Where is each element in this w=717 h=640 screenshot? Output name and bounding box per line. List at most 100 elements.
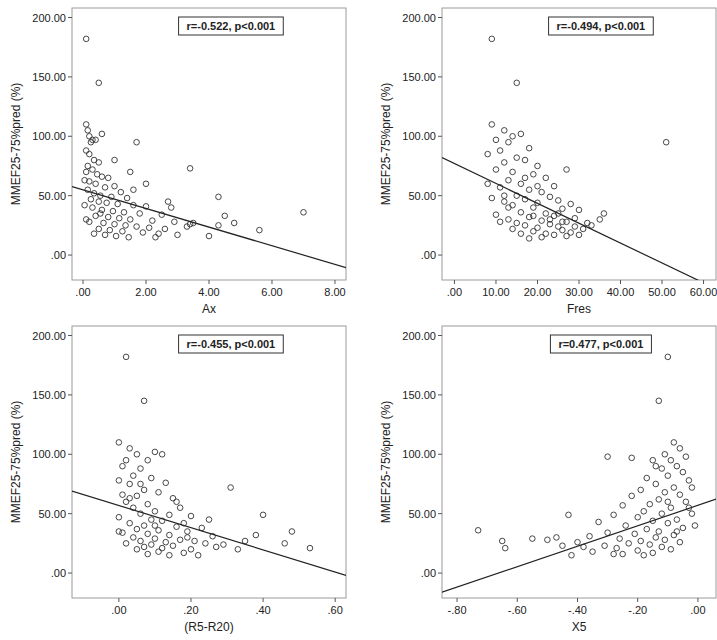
point	[231, 220, 237, 226]
point	[597, 217, 603, 223]
y-tick-label: 150.00	[402, 389, 436, 401]
y-tick-label: 150.00	[402, 71, 436, 83]
point	[644, 526, 650, 532]
point	[282, 541, 288, 547]
y-tick	[68, 454, 72, 455]
point	[506, 177, 512, 183]
point	[514, 80, 520, 86]
y-tick	[68, 513, 72, 514]
point	[589, 223, 595, 229]
point	[689, 511, 695, 517]
point	[83, 122, 89, 128]
point	[531, 205, 537, 211]
point	[489, 122, 495, 128]
point	[641, 552, 647, 558]
point	[539, 189, 545, 195]
point	[127, 495, 133, 501]
y-tick	[68, 573, 72, 574]
y-tick	[68, 17, 72, 18]
point	[668, 547, 674, 553]
x-axis-label: Fres	[567, 302, 591, 316]
point	[501, 160, 507, 166]
point	[116, 529, 122, 535]
point	[674, 463, 680, 469]
x-tick	[620, 280, 621, 284]
x-tick	[662, 280, 663, 284]
x-tick-label: -.20	[628, 604, 647, 616]
point	[629, 493, 635, 499]
y-tick-label: .00	[51, 249, 66, 261]
point	[163, 480, 169, 486]
point	[120, 492, 126, 498]
point	[152, 536, 158, 542]
point	[596, 519, 602, 525]
x-tick	[83, 280, 84, 284]
point	[112, 183, 118, 189]
point	[121, 209, 127, 215]
fit-line	[442, 158, 716, 280]
y-axis-label: MMEF25-75%pred (%)	[9, 83, 23, 206]
point	[543, 211, 549, 217]
point	[510, 133, 516, 139]
point	[126, 234, 132, 240]
y-tick	[68, 136, 72, 137]
point	[87, 133, 93, 139]
point	[123, 354, 129, 360]
annotation-box	[179, 17, 284, 35]
point	[551, 183, 557, 189]
y-tick	[438, 255, 442, 256]
point	[130, 473, 136, 479]
plot-frame	[72, 8, 346, 280]
point	[656, 398, 662, 404]
x-tick-label: 40.00	[607, 286, 635, 298]
point	[123, 223, 129, 229]
point	[590, 549, 596, 555]
x-axis-label: Ax	[202, 302, 216, 316]
point	[677, 492, 683, 498]
y-axis-label: MMEF25-75%pred (%)	[9, 401, 23, 524]
x-axis-label: X5	[572, 620, 587, 634]
point	[307, 545, 313, 551]
x-axis-label: (R5-R20)	[184, 620, 233, 634]
point	[686, 478, 692, 484]
y-tick	[438, 573, 442, 574]
point	[134, 224, 140, 230]
point	[90, 205, 96, 211]
point	[617, 536, 623, 542]
point	[185, 529, 191, 535]
point	[659, 466, 665, 472]
point	[671, 485, 677, 491]
point	[629, 455, 635, 461]
x-tick	[263, 598, 264, 602]
point	[138, 538, 144, 544]
point	[635, 514, 641, 520]
point	[485, 151, 491, 157]
y-tick-label: 50.00	[408, 190, 436, 202]
point	[116, 440, 122, 446]
point	[605, 530, 611, 536]
point	[680, 469, 686, 475]
point	[127, 520, 133, 526]
point	[475, 527, 481, 533]
point	[213, 544, 219, 550]
point	[177, 537, 183, 543]
point	[118, 189, 124, 195]
point	[587, 533, 593, 539]
point	[134, 451, 140, 457]
x-tick-label: 30.00	[565, 286, 593, 298]
point	[99, 131, 105, 137]
point	[677, 446, 683, 452]
point	[635, 548, 641, 554]
point	[493, 167, 499, 173]
point	[150, 218, 156, 224]
point	[181, 550, 187, 556]
point	[149, 542, 155, 548]
point	[88, 196, 94, 202]
y-tick-label: .00	[421, 567, 436, 579]
point	[102, 185, 108, 191]
point	[156, 489, 162, 495]
x-tick	[517, 598, 518, 602]
x-tick	[334, 280, 335, 284]
y-tick-label: 150.00	[32, 389, 66, 401]
point	[668, 457, 674, 463]
